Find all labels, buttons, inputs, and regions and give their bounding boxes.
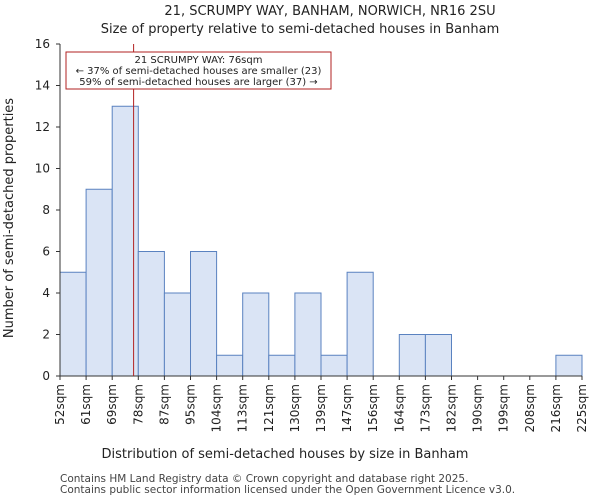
y-tick-label: 12 xyxy=(35,120,50,134)
x-tick-label: 173sqm xyxy=(418,384,432,432)
histogram-bar xyxy=(398,334,426,377)
x-tick-label: 104sqm xyxy=(210,384,224,432)
histogram-bar xyxy=(424,334,452,377)
x-tick-label: 52sqm xyxy=(53,384,67,425)
x-tick-label: 156sqm xyxy=(366,384,380,432)
y-tick-label: 0 xyxy=(42,369,50,383)
x-tick-label: 130sqm xyxy=(288,384,302,432)
y-tick-label: 6 xyxy=(42,245,50,259)
y-axis-label: Number of semi-detached properties xyxy=(2,98,17,338)
x-tick-label: 139sqm xyxy=(314,384,328,432)
x-tick-label: 225sqm xyxy=(575,384,589,432)
x-tick-label: 61sqm xyxy=(79,384,93,425)
x-tick-label: 121sqm xyxy=(262,384,276,432)
x-tick-label: 190sqm xyxy=(471,384,485,432)
histogram-bar xyxy=(137,251,165,377)
histogram-bar xyxy=(555,354,583,377)
x-axis-label: Distribution of semi-detached houses by … xyxy=(102,447,469,462)
histogram-bar xyxy=(320,354,348,377)
histogram-bar xyxy=(216,354,244,377)
x-tick-label: 182sqm xyxy=(445,384,459,432)
annotation-line-3: 59% of semi-detached houses are larger (… xyxy=(79,77,317,88)
histogram-bar xyxy=(190,251,218,377)
x-tick-label: 87sqm xyxy=(157,384,171,425)
y-tick-label: 16 xyxy=(35,37,50,51)
histogram-bar xyxy=(346,271,374,377)
histogram-bar xyxy=(294,292,322,377)
x-tick-label: 216sqm xyxy=(549,384,563,432)
histogram-bar xyxy=(85,188,113,377)
histogram-bar xyxy=(242,292,270,377)
annotation-line-2: ← 37% of semi-detached houses are smalle… xyxy=(76,66,322,77)
chart-title: 21, SCRUMPY WAY, BANHAM, NORWICH, NR16 2… xyxy=(164,4,495,19)
footer-line-2: Contains public sector information licen… xyxy=(60,484,516,496)
x-tick-label: 208sqm xyxy=(523,384,537,432)
footer-line-1: Contains HM Land Registry data © Crown c… xyxy=(60,473,469,485)
x-tick-label: 199sqm xyxy=(497,384,511,432)
annotation-box xyxy=(65,51,332,90)
y-tick-label: 14 xyxy=(35,79,50,93)
x-tick-label: 113sqm xyxy=(236,384,250,432)
histogram-bar xyxy=(111,105,139,377)
annotation-line-1: 21 SCRUMPY WAY: 76sqm xyxy=(135,55,263,66)
histogram-bar xyxy=(163,292,191,377)
x-tick-label: 147sqm xyxy=(340,384,354,432)
chart-subtitle: Size of property relative to semi-detach… xyxy=(101,22,500,37)
y-tick-label: 2 xyxy=(42,328,50,342)
y-tick-label: 10 xyxy=(35,162,50,176)
x-tick-label: 78sqm xyxy=(131,384,145,425)
x-tick-label: 95sqm xyxy=(184,384,198,425)
x-tick-label: 69sqm xyxy=(105,384,119,425)
x-tick-label: 164sqm xyxy=(392,384,406,432)
y-tick-label: 4 xyxy=(42,286,50,300)
y-tick-label: 8 xyxy=(42,203,50,217)
histogram-bar xyxy=(59,271,87,377)
histogram-bar xyxy=(268,354,296,377)
